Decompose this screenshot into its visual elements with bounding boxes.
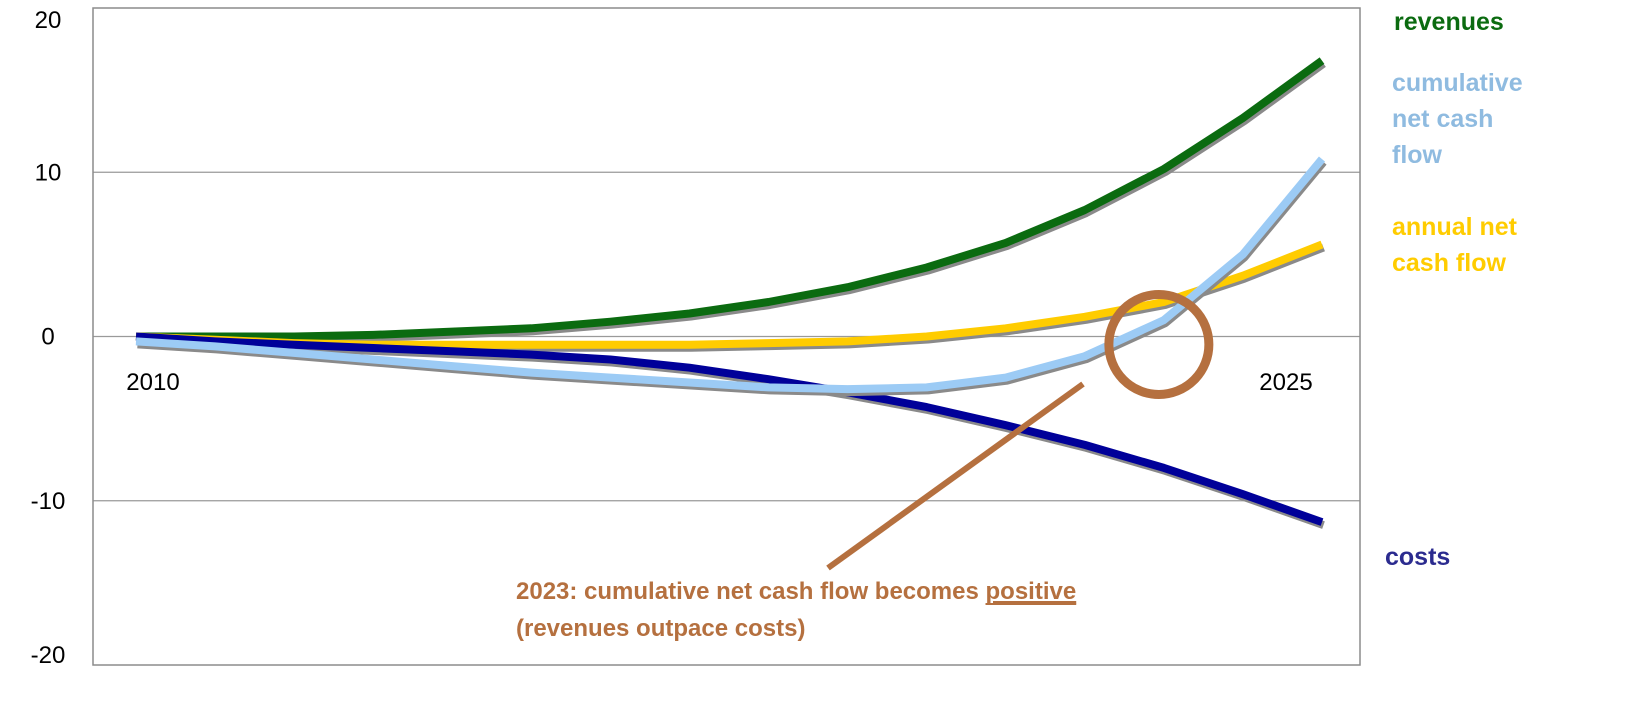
plot-area-frame	[92, 7, 1361, 666]
annotation-line-2: (revenues outpace costs)	[516, 615, 805, 642]
y-tick-label: 20	[35, 7, 62, 34]
series-lines	[135, 57, 1327, 529]
series-label-line: revenues	[1394, 8, 1504, 36]
series-label: costs	[1385, 543, 1450, 571]
series-label-line: cash flow	[1392, 249, 1506, 277]
series-shadow-costs	[137, 335, 1325, 529]
annotation-emphasis: positive	[986, 578, 1077, 605]
y-axis-ticks: 20 10 0 -10 -20	[31, 7, 66, 669]
y-tick-label: 10	[35, 159, 62, 186]
x-tick-label: 2025	[1259, 369, 1312, 396]
series-line-revenues	[136, 57, 1325, 341]
series-labels: revenues cumulative net cash flow annual net…	[1385, 8, 1523, 571]
x-axis-ticks: 2010 2025	[126, 369, 1312, 396]
series-label: annual net cash flow	[1392, 213, 1518, 277]
series-label-line: flow	[1392, 141, 1443, 169]
y-tick-label: -20	[31, 642, 66, 669]
annotation-circle	[1104, 290, 1214, 399]
series-label-line: costs	[1385, 543, 1450, 571]
series-label-line: net cash	[1392, 105, 1493, 133]
x-tick-label: 2010	[126, 369, 179, 396]
annotation: 2023: cumulative net cash flow becomes p…	[516, 290, 1214, 642]
annotation-prefix: 2023: cumulative net cash flow becomes	[516, 578, 986, 605]
series-label-line: cumulative	[1392, 69, 1523, 97]
annotation-pointer	[826, 381, 1085, 571]
series-label-line: annual net	[1392, 213, 1518, 241]
y-tick-label: -10	[31, 488, 66, 515]
annotation-line-1: 2023: cumulative net cash flow becomes p…	[516, 578, 1076, 605]
y-tick-label: 0	[41, 324, 54, 351]
series-label: cumulative net cash flow	[1392, 69, 1523, 169]
series-label: revenues	[1394, 8, 1504, 36]
series-line-cumulative-net-cash-flow	[135, 156, 1326, 394]
series-line-costs	[135, 332, 1324, 526]
